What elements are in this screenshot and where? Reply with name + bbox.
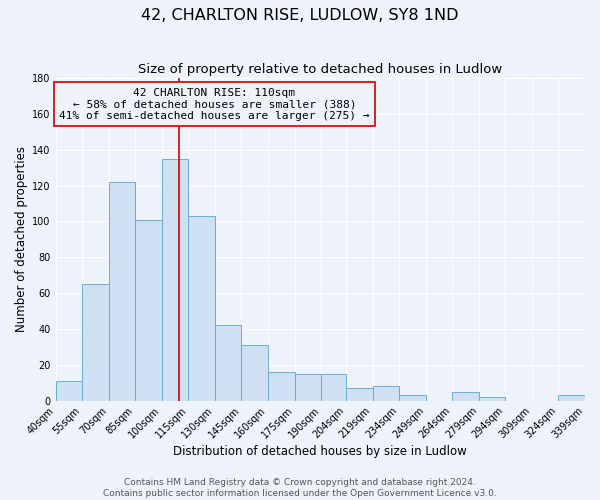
Bar xyxy=(321,374,346,400)
Bar xyxy=(373,386,399,400)
Bar xyxy=(135,220,162,400)
X-axis label: Distribution of detached houses by size in Ludlow: Distribution of detached houses by size … xyxy=(173,444,467,458)
Y-axis label: Number of detached properties: Number of detached properties xyxy=(15,146,28,332)
Bar xyxy=(268,372,295,400)
Title: Size of property relative to detached houses in Ludlow: Size of property relative to detached ho… xyxy=(138,62,502,76)
Bar xyxy=(295,374,321,400)
Bar xyxy=(452,392,479,400)
Bar xyxy=(479,397,505,400)
Bar xyxy=(109,182,135,400)
Bar xyxy=(82,284,109,401)
Bar xyxy=(559,395,585,400)
Bar xyxy=(399,395,425,400)
Bar xyxy=(215,326,241,400)
Bar xyxy=(56,381,82,400)
Text: 42 CHARLTON RISE: 110sqm
← 58% of detached houses are smaller (388)
41% of semi-: 42 CHARLTON RISE: 110sqm ← 58% of detach… xyxy=(59,88,370,121)
Text: 42, CHARLTON RISE, LUDLOW, SY8 1ND: 42, CHARLTON RISE, LUDLOW, SY8 1ND xyxy=(141,8,459,22)
Bar xyxy=(346,388,373,400)
Bar xyxy=(162,158,188,400)
Text: Contains HM Land Registry data © Crown copyright and database right 2024.
Contai: Contains HM Land Registry data © Crown c… xyxy=(103,478,497,498)
Bar xyxy=(188,216,215,400)
Bar xyxy=(241,345,268,401)
